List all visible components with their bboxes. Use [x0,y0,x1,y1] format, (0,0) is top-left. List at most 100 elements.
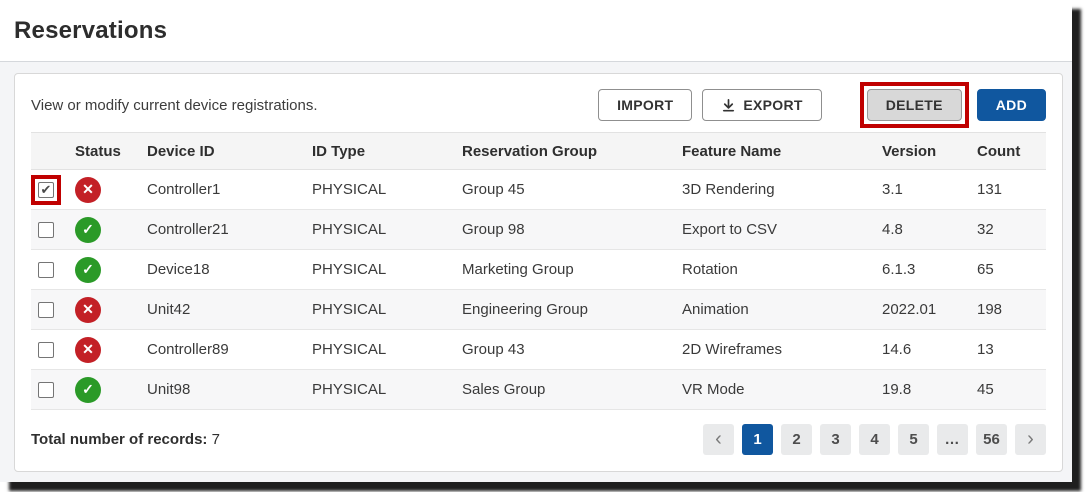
import-button[interactable]: IMPORT [598,89,693,121]
cell-feature-name: Animation [674,289,874,330]
cell-id-type: PHYSICAL [304,289,454,330]
cell-version: 14.6 [874,329,969,370]
status-error-icon: ✕ [75,296,101,323]
cell-id-type: PHYSICAL [304,249,454,290]
page-button-3[interactable]: 3 [820,424,851,455]
column-header-count: Count [969,132,1046,170]
cell-version: 19.8 [874,369,969,410]
reservations-panel: View or modify current device registrati… [14,73,1063,472]
table-row: ✓ Unit98 PHYSICAL Sales Group VR Mode 19… [31,369,1046,410]
cell-status: ✓ [67,209,139,250]
status-ok-icon: ✓ [75,376,101,403]
cell-select [31,369,67,410]
checkbox-annotation-box [31,335,61,365]
column-header-feature-name: Feature Name [674,132,874,170]
cell-feature-name: 3D Rendering [674,169,874,210]
checkbox-annotation-box [31,215,61,245]
row-checkbox[interactable] [38,221,54,238]
checkbox-annotation-box [31,375,61,405]
cell-status: ✕ [67,329,139,370]
pagination-prev-icon[interactable]: ‹ [703,424,734,455]
cell-device-id: Device18 [139,249,304,290]
page-header: Reservations [0,0,1072,62]
cell-id-type: PHYSICAL [304,209,454,250]
export-button-label: EXPORT [743,97,803,113]
cell-device-id: Controller89 [139,329,304,370]
cell-device-id: Unit98 [139,369,304,410]
status-ok-icon: ✓ [75,256,101,283]
page-button-1[interactable]: 1 [742,424,773,455]
status-ok-icon: ✓ [75,216,101,243]
table-header-row: Status Device ID ID Type Reservation Gro… [31,132,1046,170]
cell-count: 45 [969,369,1046,410]
panel-description: View or modify current device registrati… [31,96,318,114]
row-checkbox[interactable] [38,261,54,278]
delete-button[interactable]: DELETE [866,89,962,121]
cell-count: 65 [969,249,1046,290]
cell-version: 6.1.3 [874,249,969,290]
table-row: ✓ Device18 PHYSICAL Marketing Group Rota… [31,249,1046,290]
toolbar-buttons: IMPORT EXPORT DELETE ADD [598,82,1046,128]
cell-device-id: Controller21 [139,209,304,250]
cell-device-id: Unit42 [139,289,304,330]
reservations-window: Reservations View or modify current devi… [0,0,1072,482]
add-button[interactable]: ADD [976,89,1046,121]
cell-status: ✕ [67,289,139,330]
cell-version: 3.1 [874,169,969,210]
cell-status: ✓ [67,249,139,290]
reservations-table: Status Device ID ID Type Reservation Gro… [31,132,1046,410]
checkbox-annotation-box: ✔ [31,174,61,205]
page-button-2[interactable]: 2 [781,424,812,455]
page-button-56[interactable]: 56 [976,424,1007,455]
cell-select [31,209,67,250]
cell-version: 2022.01 [874,289,969,330]
cell-reservation-group: Engineering Group [454,289,674,330]
card-footer: Total number of records: 7 ‹ 1 2 3 4 5 … 56 › [31,424,1046,455]
table-row: ✓ Controller21 PHYSICAL Group 98 Export … [31,209,1046,250]
table-row: ✔ ✕ Controller1 PHYSICAL Group 45 3D Ren… [31,169,1046,210]
pagination-next-icon[interactable]: › [1015,424,1046,455]
cell-status: ✓ [67,369,139,410]
cell-reservation-group: Marketing Group [454,249,674,290]
cell-count: 198 [969,289,1046,330]
cell-status: ✕ [67,169,139,210]
cell-feature-name: 2D Wireframes [674,329,874,370]
checkbox-annotation-box [31,255,61,285]
cell-reservation-group: Group 43 [454,329,674,370]
toolbar: View or modify current device registrati… [31,82,1046,128]
cell-id-type: PHYSICAL [304,169,454,210]
row-checkbox[interactable] [38,301,54,318]
table-body: ✔ ✕ Controller1 PHYSICAL Group 45 3D Ren… [31,169,1046,410]
page-button-4[interactable]: 4 [859,424,890,455]
total-records-value: 7 [211,431,220,448]
column-header-device-id: Device ID [139,132,304,170]
cell-feature-name: Rotation [674,249,874,290]
column-header-status: Status [67,132,139,170]
cell-select: ✔ [31,169,67,210]
select-column-header [31,132,67,170]
cell-id-type: PHYSICAL [304,329,454,370]
table-row: ✕ Unit42 PHYSICAL Engineering Group Anim… [31,289,1046,330]
row-checkbox[interactable] [38,341,54,358]
table-row: ✕ Controller89 PHYSICAL Group 43 2D Wire… [31,329,1046,370]
cell-feature-name: VR Mode [674,369,874,410]
cell-reservation-group: Sales Group [454,369,674,410]
cell-select [31,329,67,370]
cell-reservation-group: Group 45 [454,169,674,210]
column-header-id-type: ID Type [304,132,454,170]
row-checkbox[interactable]: ✔ [38,181,54,198]
page-ellipsis: … [937,424,968,455]
column-header-version: Version [874,132,969,170]
column-header-reservation-group: Reservation Group [454,132,674,170]
cell-count: 131 [969,169,1046,210]
page-title: Reservations [14,16,168,44]
page-button-5[interactable]: 5 [898,424,929,455]
row-checkbox[interactable] [38,381,54,398]
status-error-icon: ✕ [75,336,101,363]
cell-version: 4.8 [874,209,969,250]
checkbox-annotation-box [31,295,61,325]
pagination: ‹ 1 2 3 4 5 … 56 › [703,424,1046,455]
delete-annotation-box: DELETE [859,82,969,128]
export-button[interactable]: EXPORT [702,89,822,121]
